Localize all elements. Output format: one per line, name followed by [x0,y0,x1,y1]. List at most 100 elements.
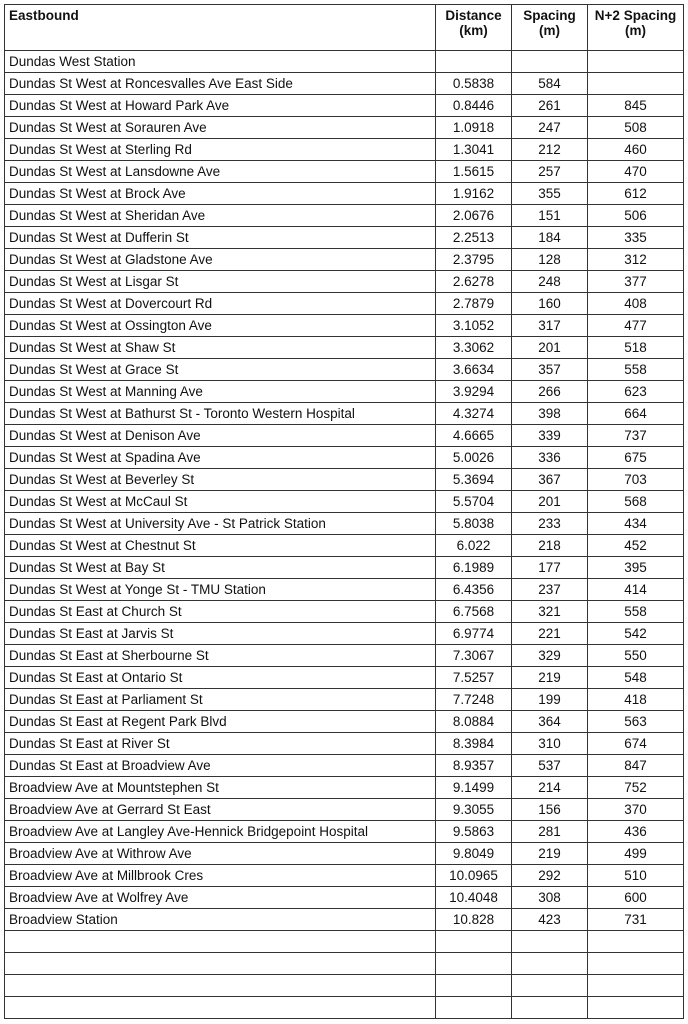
number-cell: 506 [587,204,684,227]
number-cell: 1.9162 [435,182,512,205]
stop-cell: Dundas St West at Gladstone Ave [4,248,436,271]
number-cell: 3.6634 [435,358,512,381]
data-row: Dundas St East at River St 8.3984 310 674 [4,732,684,755]
empty-row [4,930,684,953]
number-cell: 4.3274 [435,402,512,425]
data-row: Dundas St West at Gladstone Ave 2.3795 128… [4,248,684,271]
data-row: Dundas St West at Howard Park Ave 0.8446 2… [4,94,684,117]
number-cell: 398 [511,402,588,425]
stop-cell: Dundas St West at Dovercourt Rd [4,292,436,315]
number-cell [587,72,684,95]
number-cell: 336 [511,446,588,469]
number-cell: 201 [511,336,588,359]
number-cell: 537 [511,754,588,777]
header-text: (m) [539,23,560,38]
stop-cell: Dundas West Station [4,50,436,73]
data-row: Dundas St West at Roncesvalles Ave East … [4,72,684,95]
data-row: Dundas St East at Parliament St 7.7248 199… [4,688,684,711]
data-row: Broadview Ave at Langley Ave-Hennick Bri… [4,820,684,843]
number-cell: 584 [511,72,588,95]
data-row: Dundas St East at Sherbourne St 7.3067 329… [4,644,684,667]
number-cell: 460 [587,138,684,161]
data-row: Dundas St East at Broadview Ave 8.9357 537… [4,754,684,777]
number-cell: 6.022 [435,534,512,557]
stop-cell: Dundas St East at Broadview Ave [4,754,436,777]
data-row: Dundas St West at Bay St 6.1989 177 395 [4,556,684,579]
number-cell: 408 [587,292,684,315]
number-cell: 355 [511,182,588,205]
number-cell: 550 [587,644,684,667]
data-row: Dundas St West at Sorauren Ave 1.0918 247 5… [4,116,684,139]
header-row: Eastbound Distance (km) Spacing (m) N+2 Spaci… [4,4,684,51]
data-row: Dundas St West at Chestnut St 6.022 218 452 [4,534,684,557]
data-row: Dundas St West at Lisgar St 2.6278 248 377 [4,270,684,293]
empty-row [4,952,684,975]
number-cell: 261 [511,94,588,117]
number-cell: 221 [511,622,588,645]
number-cell: 321 [511,600,588,623]
header-text: Eastbound [9,8,79,23]
data-row: Dundas St West at Brock Ave 1.9162 355 612 [4,182,684,205]
number-cell: 9.8049 [435,842,512,865]
number-cell: 233 [511,512,588,535]
header-cell: Distance (km) [435,4,512,51]
number-cell: 212 [511,138,588,161]
number-cell: 675 [587,446,684,469]
number-cell: 434 [587,512,684,535]
number-cell: 201 [511,490,588,513]
data-row: Dundas St West at Sheridan Ave 2.0676 151 5… [4,204,684,227]
number-cell: 218 [511,534,588,557]
number-cell: 414 [587,578,684,601]
number-cell: 199 [511,688,588,711]
number-cell: 674 [587,732,684,755]
stop-cell: Dundas St East at Jarvis St [4,622,436,645]
number-cell: 156 [511,798,588,821]
number-cell: 600 [587,886,684,909]
number-cell: 9.1499 [435,776,512,799]
number-cell: 9.5863 [435,820,512,843]
data-row: Dundas St West at Manning Ave 3.9294 266 62… [4,380,684,403]
empty-cell [587,996,684,1019]
stop-cell: Broadview Ave at Langley Ave-Hennick Bri… [4,820,436,843]
number-cell: 2.2513 [435,226,512,249]
number-cell: 423 [511,908,588,931]
stop-cell: Broadview Ave at Gerrard St East [4,798,436,821]
number-cell: 623 [587,380,684,403]
number-cell: 542 [587,622,684,645]
number-cell: 10.0965 [435,864,512,887]
number-cell: 177 [511,556,588,579]
number-cell: 214 [511,776,588,799]
number-cell: 5.3694 [435,468,512,491]
stop-cell: Dundas St West at Sheridan Ave [4,204,436,227]
number-cell [511,50,588,73]
number-cell: 3.9294 [435,380,512,403]
empty-cell [435,996,512,1019]
stop-cell: Dundas St West at Yonge St - TMU Station [4,578,436,601]
number-cell: 151 [511,204,588,227]
data-row: Dundas St West at Denison Ave 4.6665 339 73… [4,424,684,447]
number-cell: 558 [587,600,684,623]
stop-cell: Dundas St West at Sorauren Ave [4,116,436,139]
number-cell: 6.7568 [435,600,512,623]
empty-cell [587,974,684,997]
number-cell: 568 [587,490,684,513]
empty-cell [4,952,436,975]
stop-cell: Dundas St East at Church St [4,600,436,623]
data-row: Dundas St West at Lansdowne Ave 1.5615 257… [4,160,684,183]
number-cell: 128 [511,248,588,271]
number-cell: 329 [511,644,588,667]
data-row: Broadview Ave at Mountstephen St 9.1499 21… [4,776,684,799]
data-row: Dundas St West at Sterling Rd 1.3041 212 46… [4,138,684,161]
number-cell: 7.7248 [435,688,512,711]
data-row: Dundas St West at University Ave - St Pa… [4,512,684,535]
empty-cell [4,974,436,997]
number-cell: 10.4048 [435,886,512,909]
number-cell: 6.4356 [435,578,512,601]
number-cell: 548 [587,666,684,689]
stop-cell: Dundas St East at River St [4,732,436,755]
number-cell: 703 [587,468,684,491]
number-cell: 612 [587,182,684,205]
data-row: Broadview Station 10.828 423 731 [4,908,684,931]
data-row: Dundas St West at Yonge St - TMU Station… [4,578,684,601]
